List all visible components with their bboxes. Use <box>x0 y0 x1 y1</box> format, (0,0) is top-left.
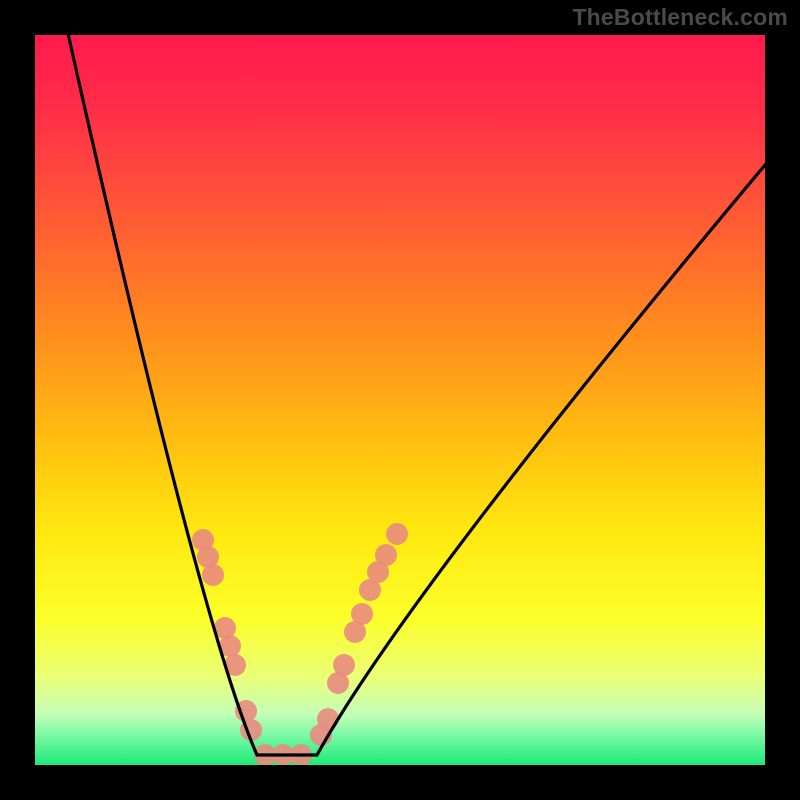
marker-point <box>375 544 397 566</box>
marker-point <box>351 603 373 625</box>
data-markers <box>192 523 408 765</box>
chart-frame: TheBottleneck.com <box>0 0 800 800</box>
marker-point <box>202 564 224 586</box>
curve-layer <box>35 35 765 765</box>
watermark-text: TheBottleneck.com <box>572 4 788 31</box>
bottleneck-curve <box>65 35 765 755</box>
plot-area <box>35 35 765 765</box>
marker-point <box>386 523 408 545</box>
marker-point <box>317 708 339 730</box>
marker-point <box>333 654 355 676</box>
